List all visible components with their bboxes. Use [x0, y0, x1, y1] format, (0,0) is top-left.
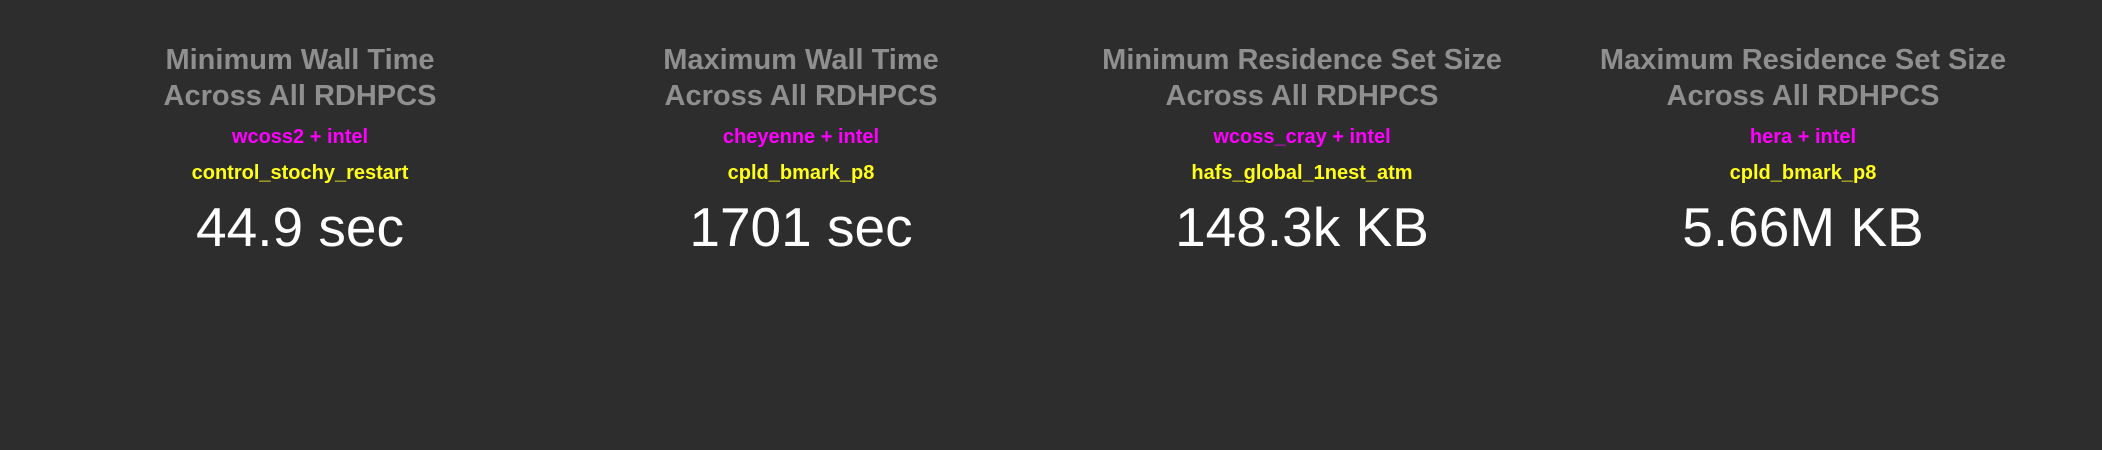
stat-platform: hera + intel — [1749, 126, 1857, 148]
stat-title-line1: Maximum Wall Time — [663, 44, 939, 76]
stat-card-min-wall-time: Minimum Wall Time Across All RDHPCS wcos… — [50, 42, 550, 259]
stat-card-min-rss: Minimum Residence Set Size Across All RD… — [1052, 42, 1552, 259]
stat-title-line1: Minimum Wall Time — [165, 44, 435, 76]
stat-test-name: control_stochy_restart — [191, 162, 409, 184]
stat-title: Minimum Wall Time Across All RDHPCS — [50, 42, 550, 114]
stat-title: Maximum Residence Set Size Across All RD… — [1553, 42, 2053, 114]
stat-value: 148.3k KB — [1175, 196, 1429, 258]
stat-value: 44.9 sec — [196, 196, 404, 258]
stat-title-line2: Across All RDHPCS — [163, 80, 437, 112]
stat-test-name: cpld_bmark_p8 — [727, 162, 875, 184]
stat-title: Minimum Residence Set Size Across All RD… — [1052, 42, 1552, 114]
stat-platform: cheyenne + intel — [722, 126, 880, 148]
stat-platform: wcoss2 + intel — [231, 126, 369, 148]
stat-title-line1: Maximum Residence Set Size — [1599, 44, 2007, 76]
stat-value: 1701 sec — [689, 196, 913, 258]
stat-title-line2: Across All RDHPCS — [664, 80, 938, 112]
stat-card-max-wall-time: Maximum Wall Time Across All RDHPCS chey… — [551, 42, 1051, 259]
stat-title-line2: Across All RDHPCS — [1165, 80, 1439, 112]
stat-title-line1: Minimum Residence Set Size — [1102, 44, 1502, 76]
stat-card-max-rss: Maximum Residence Set Size Across All RD… — [1553, 42, 2053, 259]
stat-platform: wcoss_cray + intel — [1213, 126, 1391, 148]
stat-value: 5.66M KB — [1682, 196, 1924, 258]
stat-test-name: cpld_bmark_p8 — [1729, 162, 1877, 184]
stat-test-name: hafs_global_1nest_atm — [1191, 162, 1413, 184]
stat-title: Maximum Wall Time Across All RDHPCS — [551, 42, 1051, 114]
stat-title-line2: Across All RDHPCS — [1666, 80, 1940, 112]
